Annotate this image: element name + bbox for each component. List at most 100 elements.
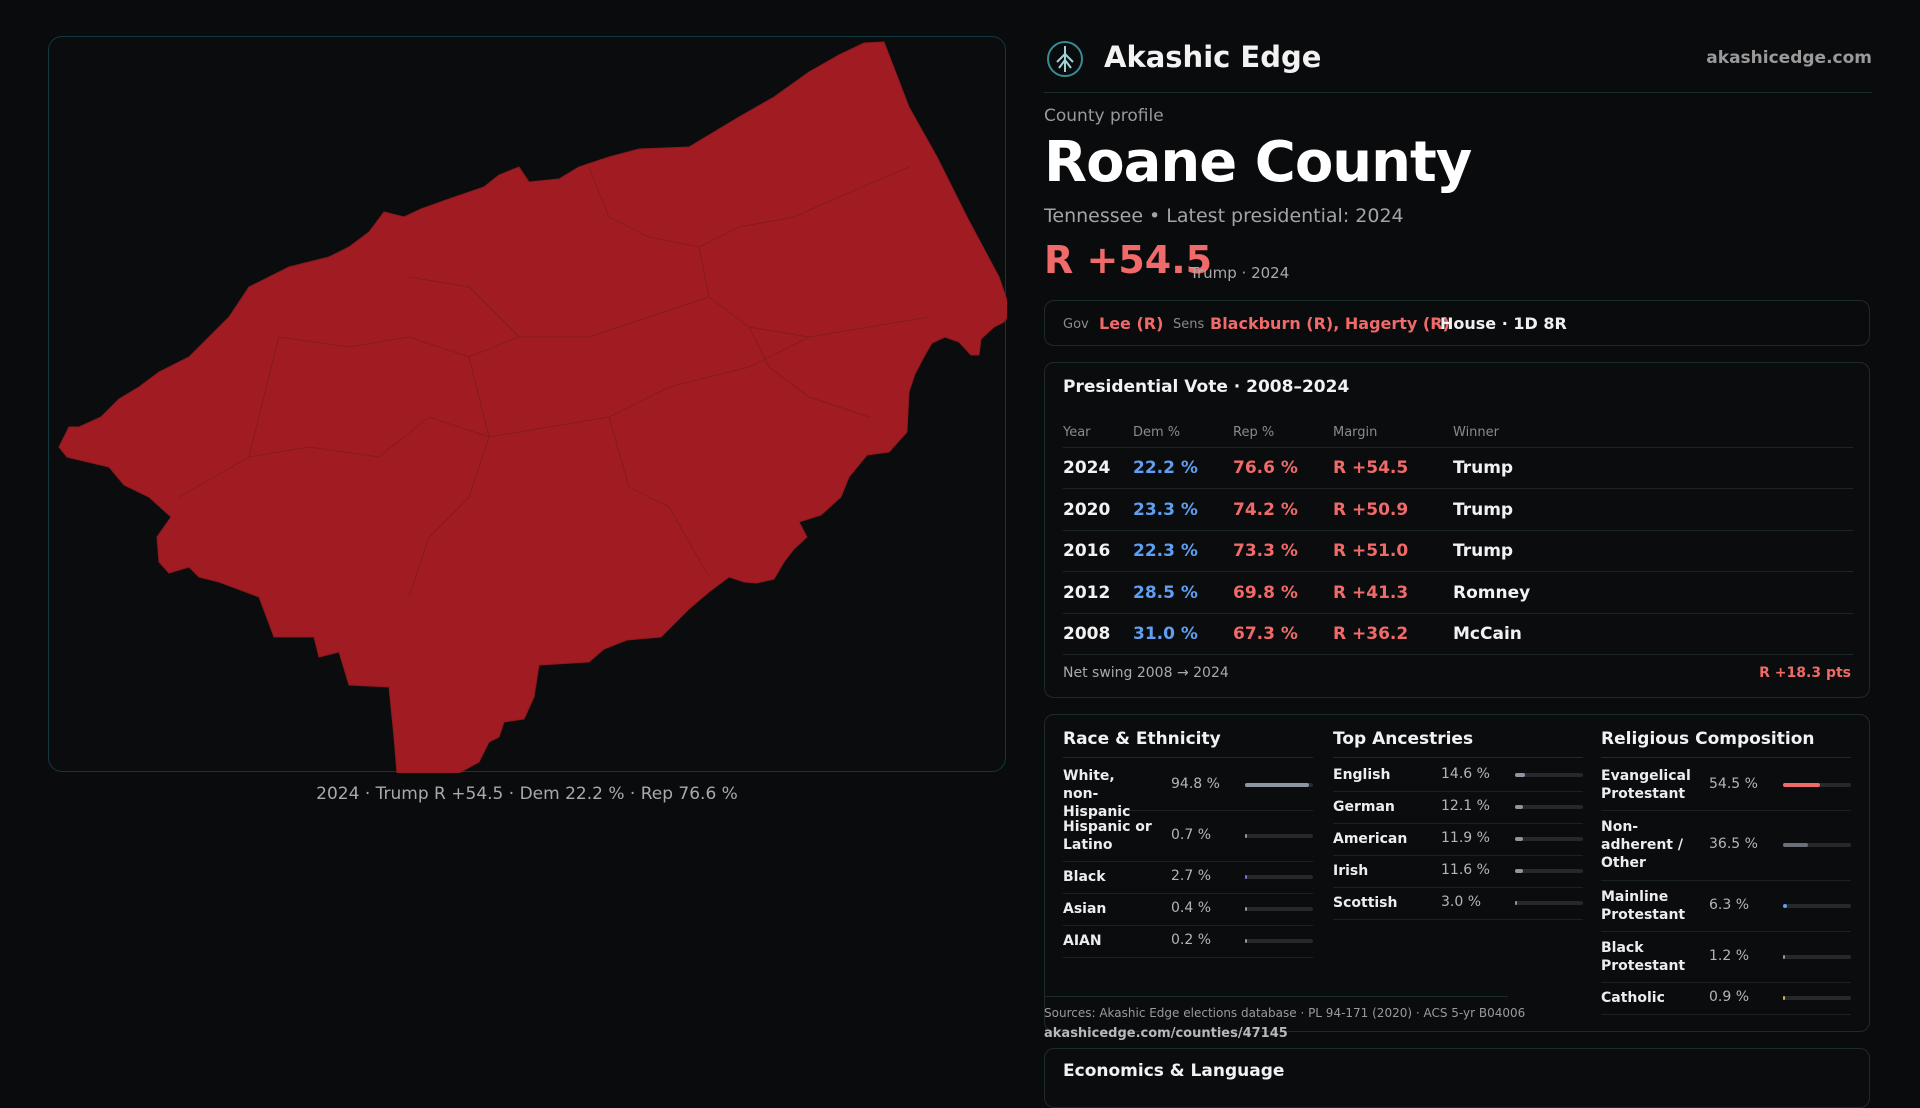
share-bar (1245, 907, 1313, 911)
race-title: Race & Ethnicity (1063, 729, 1221, 749)
row-rep: 74.2 % (1233, 500, 1298, 520)
row-rep: 73.3 % (1233, 541, 1298, 561)
item-label: Black Protestant (1601, 939, 1686, 974)
share-bar-fill (1245, 875, 1247, 879)
table-row[interactable]: 2024 22.2 % 76.6 % R +54.5 Trump (1063, 447, 1853, 489)
list-item[interactable]: Black Protestant 1.2 % (1601, 931, 1851, 983)
item-label: AIAN (1063, 933, 1102, 949)
stylized-tree-icon[interactable] (1046, 40, 1084, 78)
row-rep: 69.8 % (1233, 583, 1298, 603)
table-row[interactable]: 2016 22.3 % 73.3 % R +51.0 Trump (1063, 530, 1853, 572)
list-item[interactable]: English 14.6 % (1333, 759, 1583, 792)
share-bar-fill (1245, 782, 1310, 787)
item-value: 12.1 % (1441, 798, 1490, 814)
item-label: Catholic (1601, 990, 1665, 1006)
item-label: Hispanic or Latino (1063, 818, 1152, 853)
senators-label: Sens (1173, 317, 1205, 332)
precinct-lines (178, 166, 930, 598)
demographics-card: Race & Ethnicity White, non-Hispanic 94.8… (1044, 714, 1870, 1032)
economics-title: Economics & Language (1063, 1061, 1285, 1081)
list-item[interactable]: White, non-Hispanic 94.8 % (1063, 759, 1313, 820)
share-bar-fill (1783, 782, 1821, 787)
county-map-panel[interactable] (48, 36, 1007, 773)
list-item[interactable]: Black 2.7 % (1063, 861, 1313, 894)
county-shape[interactable] (58, 41, 1007, 773)
ancestry-title: Top Ancestries (1333, 729, 1474, 749)
gov-label: Gov (1063, 317, 1089, 332)
net-swing-label: Net swing 2008 → 2024 (1063, 665, 1229, 681)
item-label: Asian (1063, 901, 1107, 917)
row-winner: Trump (1453, 500, 1514, 520)
senators: Blackburn (R), Hagerty (R) (1210, 314, 1450, 333)
item-value: 36.5 % (1709, 836, 1758, 852)
col-dem: Dem % (1133, 425, 1181, 440)
row-year: 2020 (1063, 500, 1111, 520)
share-bar-fill (1245, 833, 1247, 838)
presidential-vote-card: Presidential Vote · 2008–2024 Year Dem %… (1044, 362, 1870, 698)
share-bar (1515, 773, 1583, 777)
list-item[interactable]: Catholic 0.9 % (1601, 982, 1851, 1015)
item-value: 6.3 % (1709, 896, 1750, 913)
net-swing-value: R +18.3 pts (1759, 665, 1851, 681)
county-permalink[interactable]: akashicedge.com/counties/47145 (1044, 1026, 1288, 1041)
list-item[interactable]: Evangelical Protestant 54.5 % (1601, 759, 1851, 811)
row-dem: 31.0 % (1133, 624, 1198, 644)
item-value: 0.2 % (1171, 932, 1212, 948)
headline-margin-note: Trump · 2024 (1190, 264, 1290, 282)
county-map (58, 41, 1007, 773)
item-value: 11.6 % (1441, 862, 1490, 878)
item-label: Non-adherent / Other (1601, 819, 1683, 871)
list-item[interactable]: Hispanic or Latino 0.7 % (1063, 810, 1313, 862)
list-item[interactable]: Mainline Protestant 6.3 % (1601, 880, 1851, 932)
item-value: 3.0 % (1441, 894, 1482, 910)
share-bar (1515, 869, 1583, 873)
brand-header: Akashic Edge akashicedge.com (1044, 36, 1872, 93)
list-item[interactable]: American 11.9 % (1333, 823, 1583, 856)
table-row[interactable]: 2012 28.5 % 69.8 % R +41.3 Romney (1063, 572, 1853, 614)
share-bar-fill (1783, 843, 1808, 847)
row-year: 2008 (1063, 624, 1111, 644)
table-row[interactable]: 2020 23.3 % 74.2 % R +50.9 Trump (1063, 489, 1853, 531)
share-bar-fill (1515, 805, 1524, 809)
item-value: 54.5 % (1709, 775, 1758, 792)
row-winner: Trump (1453, 458, 1514, 478)
row-dem: 22.3 % (1133, 541, 1198, 561)
share-bar-fill (1783, 996, 1785, 1000)
row-year: 2016 (1063, 541, 1111, 561)
list-item[interactable]: Irish 11.6 % (1333, 855, 1583, 888)
headline-margin: R +54.5 (1044, 238, 1213, 282)
item-label: Black (1063, 869, 1106, 885)
profile-subtitle: Tennessee • Latest presidential: 2024 (1044, 205, 1404, 227)
item-value: 14.6 % (1441, 766, 1490, 782)
item-value: 1.2 % (1709, 947, 1750, 964)
row-margin: R +54.5 (1333, 458, 1409, 478)
col-winner: Winner (1453, 425, 1500, 440)
share-bar (1515, 805, 1583, 809)
item-label: English (1333, 767, 1391, 783)
list-item[interactable]: Non-adherent / Other 36.5 % (1601, 810, 1851, 881)
page-title: Roane County (1044, 130, 1472, 195)
list-item[interactable]: AIAN 0.2 % (1063, 925, 1313, 958)
house-delegation: House · 1D 8R (1440, 314, 1567, 333)
list-item[interactable]: German 12.1 % (1333, 791, 1583, 824)
share-bar (1783, 954, 1851, 959)
table-row[interactable]: 2008 31.0 % 67.3 % R +36.2 McCain (1063, 613, 1853, 655)
row-dem: 28.5 % (1133, 583, 1198, 603)
list-item[interactable]: Scottish 3.0 % (1333, 887, 1583, 920)
presidential-vote-title: Presidential Vote · 2008–2024 (1063, 377, 1350, 397)
economics-card[interactable]: Economics & Language (1044, 1048, 1870, 1108)
item-value: 2.7 % (1171, 868, 1212, 884)
item-label: Irish (1333, 863, 1369, 879)
religion-title: Religious Composition (1601, 729, 1815, 749)
share-bar (1245, 875, 1313, 879)
brand-name[interactable]: Akashic Edge (1104, 40, 1322, 74)
item-label: German (1333, 799, 1395, 815)
row-rep: 67.3 % (1233, 624, 1298, 644)
list-item[interactable]: Asian 0.4 % (1063, 893, 1313, 926)
vote-table-header: Year Dem % Rep % Margin Winner (1063, 413, 1853, 448)
item-value: 11.9 % (1441, 830, 1490, 846)
row-winner: McCain (1453, 624, 1522, 644)
share-bar-fill (1515, 869, 1523, 873)
site-link[interactable]: akashicedge.com (1706, 48, 1872, 68)
share-bar (1783, 996, 1851, 1000)
